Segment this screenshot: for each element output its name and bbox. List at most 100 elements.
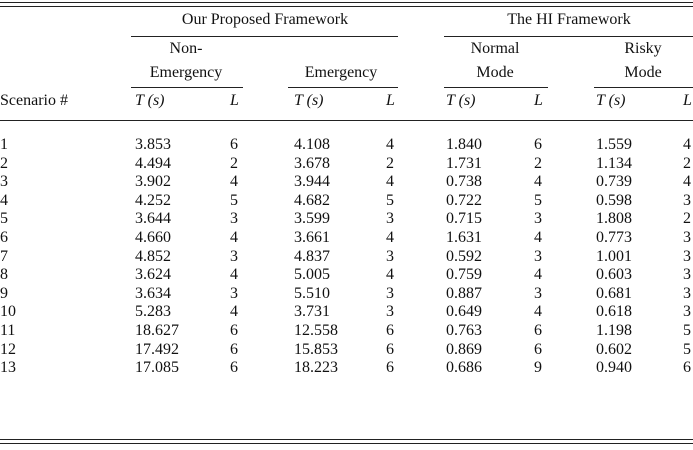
cell: 3: [683, 303, 691, 321]
row-label: 10: [0, 303, 16, 321]
cell: 4: [534, 173, 542, 191]
row-label: 11: [0, 322, 16, 339]
column-header: T (s): [596, 92, 626, 109]
cell: 4.108: [294, 136, 330, 153]
cell: 4: [230, 266, 238, 284]
cell: 4: [386, 136, 394, 153]
cell: 3: [230, 210, 238, 228]
row-label: 9: [0, 284, 8, 302]
cell: 0.603: [596, 266, 632, 284]
cell: 5.283: [135, 303, 171, 321]
cell: 1.631: [446, 229, 482, 246]
cell: 6: [386, 359, 394, 377]
cell: 4.852: [135, 247, 171, 265]
subgroup-header: Non-: [169, 40, 203, 57]
column-header: T (s): [446, 92, 476, 109]
cell: 3.599: [294, 210, 330, 228]
cell: 4: [683, 173, 691, 191]
cell: 1.808: [596, 210, 632, 228]
rule: [0, 2, 693, 3]
cell: 9: [534, 359, 542, 377]
subgroup-header: Emergency: [304, 64, 378, 81]
rule: [0, 439, 693, 440]
cell: 0.763: [446, 322, 482, 339]
cell: 3.661: [294, 229, 330, 246]
subgroup-header: Mode: [476, 64, 514, 81]
cell: 17.492: [135, 340, 179, 358]
cell: 15.853: [294, 340, 338, 358]
cell: 5.510: [294, 284, 330, 302]
row-label: 8: [0, 266, 8, 284]
cell: 4: [386, 266, 394, 284]
cell: 0.649: [446, 303, 482, 321]
cell: 1.731: [446, 154, 482, 172]
column-header: L: [386, 92, 395, 109]
cell: 6: [534, 322, 542, 339]
cell: 0.869: [446, 340, 482, 358]
cell: 4: [230, 173, 238, 191]
cell: 3: [683, 229, 691, 246]
cell: 6: [230, 322, 238, 339]
column-header: L: [683, 92, 692, 109]
cell: 5: [230, 191, 238, 209]
row-label: 7: [0, 247, 8, 265]
cell: 0.739: [596, 173, 632, 191]
cell: 0.686: [446, 359, 482, 377]
subgroup-header: Emergency: [149, 64, 223, 81]
cell: 4: [230, 229, 238, 246]
cell: 0.618: [596, 303, 632, 321]
column-header: Scenario #: [0, 92, 68, 109]
cell: 12.558: [294, 322, 338, 339]
cell: 6: [386, 322, 394, 339]
cell: 3.678: [294, 154, 330, 172]
rule: [0, 6, 693, 7]
column-header: T (s): [135, 92, 165, 109]
cell: 3.902: [135, 173, 171, 191]
subgroup-header: Normal: [470, 40, 520, 57]
cell: 2: [683, 210, 691, 228]
column-header: T (s): [294, 92, 324, 109]
cell: 1.198: [596, 322, 632, 339]
cell: 0.602: [596, 340, 632, 358]
cell: 3.634: [135, 284, 171, 302]
rule: [0, 443, 693, 444]
cell: 6: [534, 136, 542, 153]
cell: 5: [683, 322, 691, 339]
row-label: 2: [0, 154, 8, 172]
cell: 4: [534, 303, 542, 321]
cell: 4.682: [294, 191, 330, 209]
rule: [444, 87, 548, 88]
cell: 1.840: [446, 136, 482, 153]
cell: 1.134: [596, 154, 632, 172]
row-label: 1: [0, 136, 8, 153]
cell: 0.759: [446, 266, 482, 284]
cell: 0.715: [446, 210, 482, 228]
cell: 4.252: [135, 191, 171, 209]
cell: 4: [534, 229, 542, 246]
cell: 2: [230, 154, 238, 172]
cell: 4: [386, 229, 394, 246]
cell: 5: [534, 191, 542, 209]
cell: 3: [230, 247, 238, 265]
cell: 3.853: [135, 136, 171, 153]
cell: 6: [534, 340, 542, 358]
cell: 3: [386, 284, 394, 302]
cell: 3: [386, 303, 394, 321]
cell: 4.494: [135, 154, 171, 172]
cell: 3: [534, 247, 542, 265]
rule: [131, 36, 398, 37]
cell: 3: [683, 247, 691, 265]
cell: 3: [683, 191, 691, 209]
cell: 0.592: [446, 247, 482, 265]
rule: [444, 36, 693, 37]
group-header: Our Proposed Framework: [181, 11, 349, 28]
row-label: 5: [0, 210, 8, 228]
cell: 3: [534, 210, 542, 228]
cell: 3: [534, 284, 542, 302]
cell: 1.001: [596, 247, 632, 265]
cell: 4.837: [294, 247, 330, 265]
cell: 2: [683, 154, 691, 172]
cell: 0.887: [446, 284, 482, 302]
row-label: 6: [0, 229, 8, 246]
